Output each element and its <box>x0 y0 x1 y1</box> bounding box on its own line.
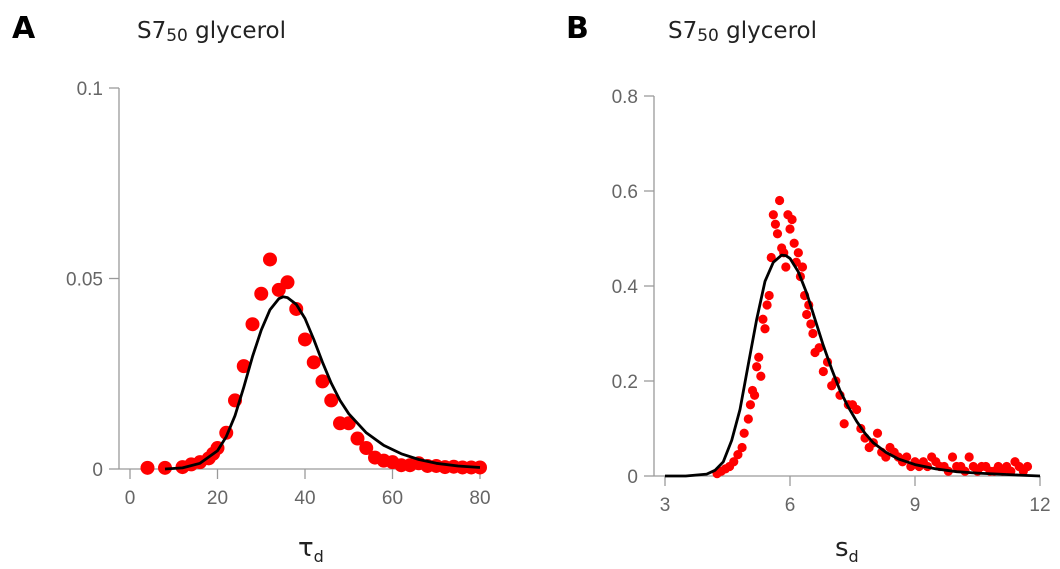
panel-b-data-point <box>818 366 828 377</box>
panel-b-data-point <box>743 414 753 424</box>
panel-b-data-point <box>964 452 974 462</box>
panel-b-data-point <box>902 452 912 462</box>
panel-b-letter: B <box>566 11 589 46</box>
panel-b-data-point <box>739 428 749 438</box>
panel-b-data-point <box>1022 461 1033 472</box>
panel-b-data-point <box>797 262 808 272</box>
panel-a: A S750 glycerol 0 20 40 60 80 0 0.05 0.1 τd <box>12 11 491 566</box>
panel-b-data-point <box>839 419 849 429</box>
panel-a-y-tick-label: 0.1 <box>77 79 103 100</box>
panel-a-x-tick-label: 80 <box>469 488 490 509</box>
panel-b-y-tick-label: 0.8 <box>612 87 638 108</box>
panel-a-data-point <box>236 359 251 374</box>
panel-b-data-point <box>814 343 824 353</box>
panel-b-data-point <box>789 238 799 248</box>
panel-b-data-point <box>754 352 764 362</box>
panel-b-data-point <box>785 224 795 234</box>
panel-a-data-point <box>341 416 356 431</box>
panel-b-data-point <box>756 371 766 381</box>
panel-a-x-axis-label: τd <box>298 533 324 566</box>
panel-b-data-point <box>787 214 797 225</box>
panel-a-data-point <box>254 286 269 301</box>
panel-b-data-point <box>766 252 776 263</box>
panel-a-title-prefix: S7 <box>137 18 166 44</box>
panel-b-axes: 3 6 9 12 0 0.2 0.4 0.6 0.8 <box>612 87 1051 516</box>
panel-b-title-suffix: glycerol <box>719 18 817 44</box>
panel-a-data-point <box>324 393 339 408</box>
panel-a-data-point <box>140 460 155 475</box>
panel-b-data-point <box>758 314 768 324</box>
panel-b-data-point <box>729 457 739 467</box>
panel-a-x-tick-label: 20 <box>207 488 228 509</box>
panel-a-data-point <box>280 275 295 290</box>
panel-b-title-subscript: 50 <box>697 26 719 46</box>
panel-b-x-tick-label: 9 <box>910 495 921 516</box>
panel-b-x-axis-label: sd <box>835 533 859 566</box>
panel-b-data-point <box>764 290 774 301</box>
panel-b-data-point <box>749 390 760 400</box>
panel-b-data-point <box>752 362 762 372</box>
panel-b-y-tick-label: 0.4 <box>612 277 639 298</box>
panel-b-data-point <box>947 452 958 462</box>
panel-b-data-point <box>770 219 781 229</box>
panel-b-data-point <box>737 442 747 453</box>
panel-a-y-tick-label: 0 <box>92 460 103 481</box>
panel-b-data-point <box>768 210 778 220</box>
panel-b-data-point <box>781 262 791 272</box>
panel-b-marks <box>665 195 1041 479</box>
panel-b: B S750 glycerol 3 6 9 12 0 0.2 0.4 0.6 0.8 sd <box>566 11 1051 566</box>
panel-a-data-point <box>298 332 312 347</box>
panel-b-x-tick-label: 12 <box>1029 495 1050 516</box>
panel-a-x-axis-label-sub: d <box>314 547 324 566</box>
panel-b-data-point <box>762 300 772 310</box>
panel-a-data-point <box>245 317 260 332</box>
panel-b-x-tick-label: 6 <box>785 495 796 516</box>
panel-a-axes: 0 20 40 60 80 0 0.05 0.1 <box>66 79 491 509</box>
panel-b-x-axis-label-sub: d <box>849 547 859 566</box>
panel-b-data-point <box>733 450 743 460</box>
panel-b-data-point <box>802 309 812 320</box>
panel-a-data-point <box>315 374 330 389</box>
panel-b-data-point <box>760 324 770 334</box>
panel-b-title: S750 glycerol <box>668 18 817 46</box>
panel-a-y-tick-label: 0.05 <box>66 270 103 291</box>
panel-a-title: S750 glycerol <box>137 18 286 46</box>
panel-a-x-tick-label: 60 <box>382 488 403 509</box>
panel-a-data-point <box>306 355 321 370</box>
panel-b-data-point <box>745 400 756 410</box>
panel-b-y-tick-label: 0.2 <box>612 372 638 393</box>
panel-b-x-axis-label-main: s <box>835 533 849 563</box>
panel-b-data-point <box>772 229 783 239</box>
panel-b-data-point <box>774 195 785 206</box>
panel-b-title-prefix: S7 <box>668 18 697 44</box>
panel-b-data-point <box>872 428 883 438</box>
panel-b-y-tick-label: 0 <box>627 467 638 488</box>
panel-a-data-point <box>359 441 374 456</box>
panel-a-x-tick-label: 0 <box>125 488 136 509</box>
panel-a-letter: A <box>12 11 36 46</box>
panel-a-x-axis-label-main: τ <box>298 533 314 563</box>
panel-b-y-tick-label: 0.6 <box>612 182 638 203</box>
panel-a-data-point <box>263 252 277 267</box>
panel-b-data-point <box>806 319 816 329</box>
panel-a-title-suffix: glycerol <box>188 18 286 44</box>
panel-a-x-tick-label: 40 <box>294 488 315 509</box>
panel-a-title-subscript: 50 <box>166 26 188 46</box>
panel-b-data-point <box>808 328 818 339</box>
panel-b-data-point <box>793 248 803 258</box>
panel-a-data-point <box>350 431 365 446</box>
panel-b-x-tick-label: 3 <box>660 495 671 516</box>
panel-b-fit-curve <box>665 253 1041 478</box>
panel-a-fit-curve <box>164 295 481 471</box>
panel-b-data-point <box>852 404 862 415</box>
panel-a-marks <box>140 252 487 475</box>
